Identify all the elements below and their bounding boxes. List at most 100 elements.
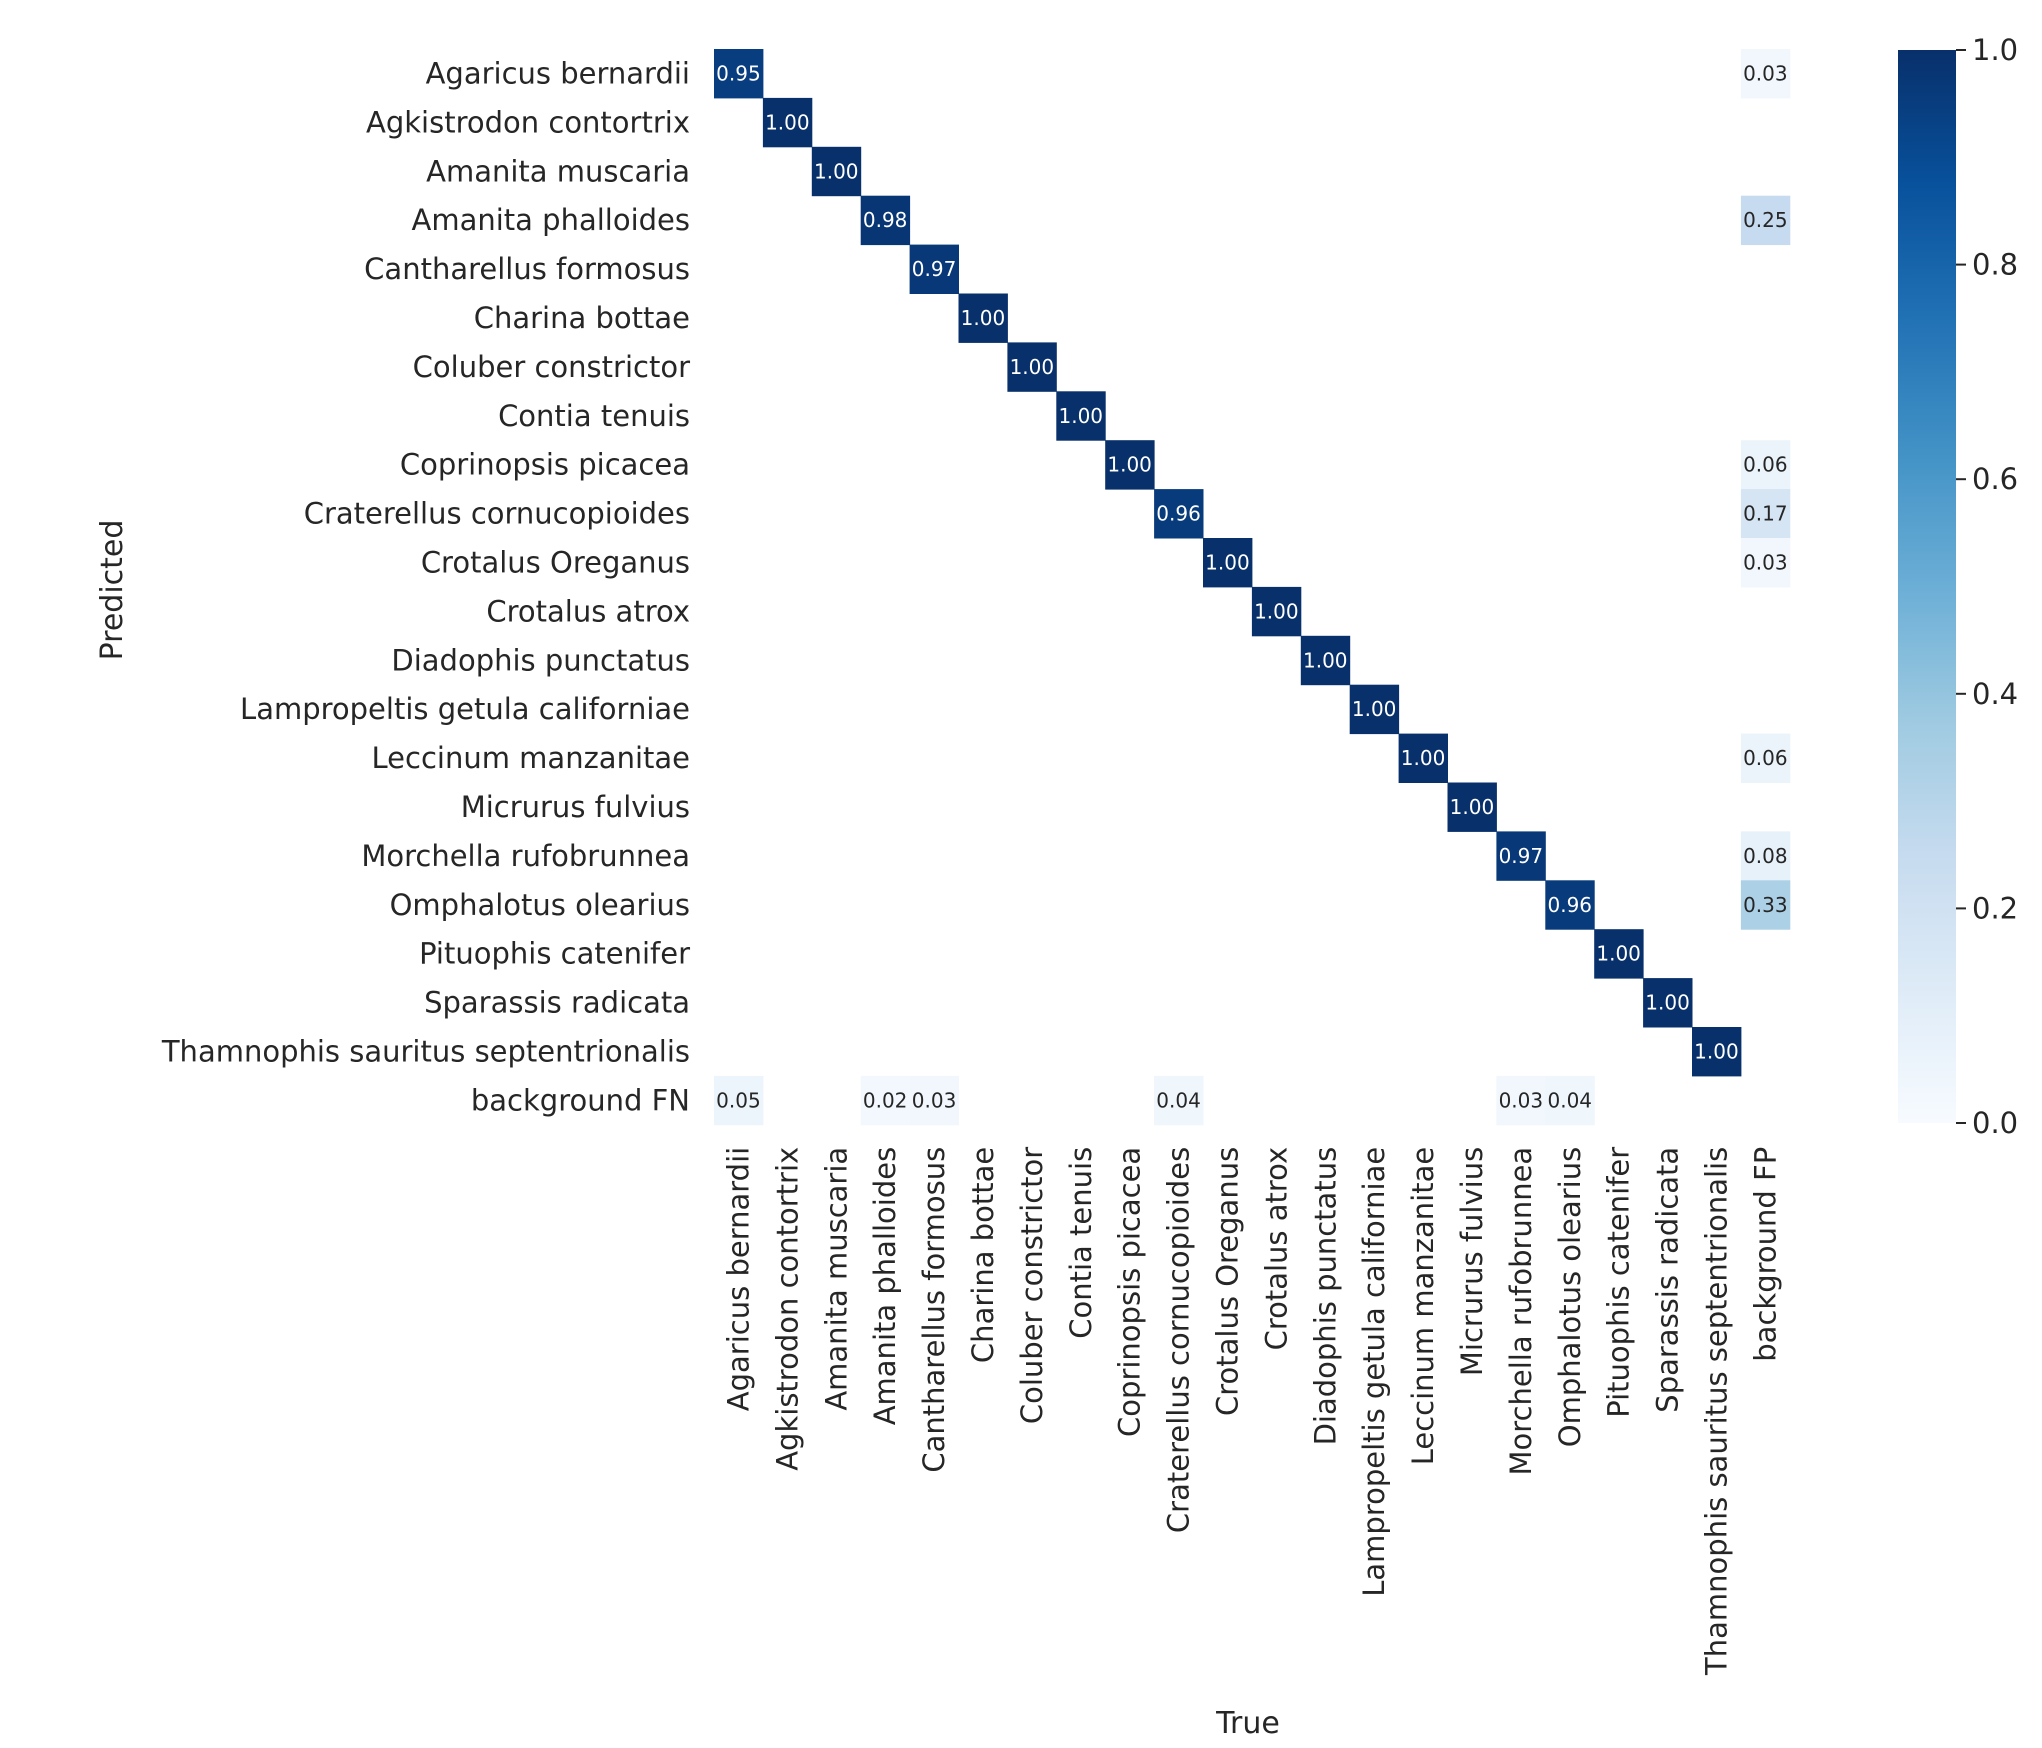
colorbar-tick-label: 1.0 (1972, 33, 2018, 67)
cell-value-label: 0.06 (1743, 453, 1788, 477)
heatmap-cell (1740, 538, 1791, 588)
heatmap-cell (1349, 684, 1400, 735)
heatmap-cell (1203, 538, 1253, 588)
cell-value-label: 0.04 (1156, 1088, 1201, 1112)
column-label: Coprinopsis picacea (1113, 1147, 1147, 1437)
column-label: Thamnophis sauritus septentrionalis (1699, 1147, 1733, 1676)
heatmap-cell (909, 244, 959, 294)
colorbar-ticks: 0.0 0.2 0.4 0.6 0.8 1.0 (1956, 33, 2018, 1140)
heatmap-cell (1398, 733, 1448, 783)
column-label: background FP (1748, 1147, 1782, 1362)
row-label: Thamnophis sauritus septentrionalis (161, 1034, 690, 1068)
heatmap-cell (1545, 880, 1595, 930)
cell-value-label: 1.00 (1205, 550, 1250, 574)
heatmap-cell (811, 146, 862, 197)
row-label: Charina bottae (474, 301, 690, 335)
column-label: Charina bottae (966, 1147, 1000, 1363)
column-label: Omphalotus olearius (1553, 1147, 1587, 1447)
heatmap-cell (1545, 1075, 1595, 1126)
row-label: Agaricus bernardii (426, 56, 690, 90)
heatmap-cell (1740, 195, 1791, 246)
cell-value-label: 0.25 (1743, 208, 1788, 232)
heatmap-cell (1496, 831, 1546, 881)
heatmap-cell (1447, 782, 1497, 832)
heatmap-cell (1740, 733, 1791, 783)
cell-value-label: 0.06 (1743, 746, 1788, 770)
cell-value-label: 1.00 (1254, 599, 1299, 623)
cell-value-label: 1.00 (1010, 355, 1055, 379)
x-axis-title: True (1215, 1706, 1280, 1741)
cell-value-label: 0.95 (716, 61, 761, 85)
column-label: Crotalus atrox (1259, 1147, 1293, 1351)
heatmap-cell (1154, 1075, 1204, 1126)
column-label: Leccinum manzanitae (1406, 1147, 1440, 1465)
column-label: Craterellus cornucopioides (1162, 1147, 1196, 1533)
y-axis-title: Predicted (95, 520, 130, 661)
row-label: Coluber constrictor (413, 350, 690, 384)
cell-value-label: 0.08 (1743, 844, 1788, 868)
cell-value-label: 0.97 (1499, 844, 1544, 868)
cell-value-label: 1.00 (1450, 795, 1495, 819)
cell-value-label: 1.00 (1058, 404, 1103, 428)
row-label: Diadophis punctatus (391, 643, 690, 677)
cell-value-label: 0.05 (716, 1088, 761, 1112)
colorbar-tick-label: 0.0 (1972, 1106, 2018, 1140)
cell-value-label: 1.00 (765, 110, 810, 134)
heatmap-cell (1692, 1027, 1742, 1077)
heatmap-cell (762, 97, 813, 148)
column-label: Morchella rufobrunnea (1504, 1147, 1538, 1476)
column-label: Micrurus fulvius (1455, 1147, 1489, 1376)
heatmap-cell (860, 195, 911, 246)
cell-value-label: 0.96 (1156, 502, 1201, 526)
row-label: Pituophis catenifer (419, 937, 690, 971)
row-label: Morchella rufobrunnea (361, 839, 690, 873)
cell-value-label: 1.00 (1352, 697, 1397, 721)
colorbar-tick-label: 0.6 (1972, 462, 2018, 496)
cell-value-label: 0.04 (1547, 1088, 1592, 1112)
cell-value-label: 1.00 (1401, 746, 1446, 770)
row-label: Craterellus cornucopioides (304, 497, 690, 531)
row-label: Crotalus atrox (486, 594, 690, 628)
heatmap-cell (1740, 440, 1791, 490)
column-label: Cantharellus formosus (917, 1147, 951, 1473)
heatmap-cell (1496, 1075, 1546, 1126)
heatmap-cell (1643, 978, 1693, 1028)
row-label: Omphalotus olearius (390, 888, 690, 922)
row-label: Lampropeltis getula californiae (240, 692, 690, 726)
column-label: Agaricus bernardii (721, 1147, 755, 1411)
column-label: Coluber constrictor (1015, 1147, 1049, 1424)
heatmap-cell (1740, 489, 1791, 539)
cell-value-label: 0.97 (912, 257, 957, 281)
column-label: Sparassis radicata (1651, 1147, 1685, 1413)
cell-value-label: 1.00 (961, 306, 1006, 330)
cell-value-label: 0.96 (1547, 893, 1592, 917)
row-label: Agkistrodon contortrix (366, 105, 690, 139)
row-label: Contia tenuis (498, 399, 690, 433)
row-label: Amanita phalloides (412, 203, 691, 237)
cell-value-label: 0.03 (912, 1088, 957, 1112)
cell-value-label: 0.98 (863, 208, 908, 232)
heatmap-cell (958, 293, 1008, 343)
heatmap-cell (860, 1075, 911, 1126)
heatmap-cell (714, 1075, 764, 1126)
cell-value-label: 0.03 (1743, 61, 1788, 85)
column-label: Contia tenuis (1064, 1147, 1098, 1339)
cell-value-label: 0.17 (1743, 502, 1788, 526)
heatmap-cell (1740, 49, 1791, 99)
heatmap-cell (714, 49, 764, 99)
row-label: Sparassis radicata (424, 986, 690, 1020)
row-label: background FN (471, 1083, 690, 1117)
cell-value-label: 1.00 (1645, 991, 1690, 1015)
heatmap-cell (909, 1075, 959, 1126)
heatmap-cell (1740, 831, 1791, 881)
column-label: Lampropeltis getula californiae (1357, 1147, 1391, 1597)
cell-value-label: 1.00 (814, 159, 859, 183)
colorbar-tick-label: 0.2 (1972, 891, 2018, 925)
cell-value-label: 1.00 (1694, 1039, 1739, 1063)
column-label: Agkistrodon contortrix (770, 1147, 804, 1471)
cell-value-label: 1.00 (1303, 648, 1348, 672)
row-label: Coprinopsis picacea (400, 448, 690, 482)
heatmap-cells: 0.95 0.031.001.000.98 0.250.971.001.001.00… (714, 49, 1791, 1126)
heatmap-cell (1105, 440, 1155, 490)
